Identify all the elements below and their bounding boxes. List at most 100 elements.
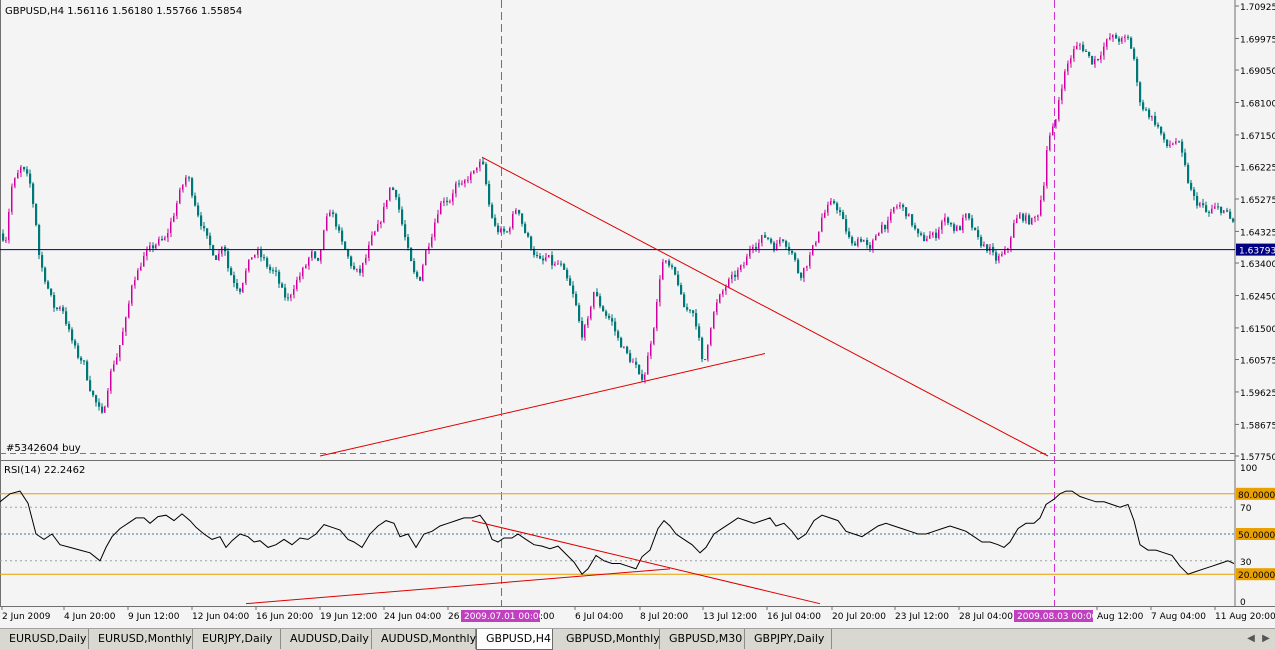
- candle: [1025, 212, 1027, 224]
- candle-body: [551, 255, 554, 266]
- candle-body: [1046, 149, 1048, 186]
- time-tick-label: 6 Jul 04:00: [575, 612, 624, 622]
- candle-body: [1025, 215, 1027, 221]
- time-tick-label: Aug 12:00: [1097, 612, 1144, 622]
- candle-body: [332, 212, 335, 214]
- candle-body: [1223, 210, 1225, 213]
- candle: [524, 221, 527, 234]
- candle: [1100, 51, 1102, 64]
- tab-eurusd-daily[interactable]: EURUSD,Daily: [0, 629, 89, 649]
- candle: [233, 271, 236, 288]
- tab-gbpusd-monthly[interactable]: GBPUSD,Monthly: [557, 629, 660, 649]
- candle-body: [338, 226, 341, 231]
- time-tick-label: :00: [540, 612, 555, 622]
- candle-body: [1136, 58, 1139, 83]
- order-label: #5342604 buy: [6, 443, 81, 454]
- candle: [791, 250, 794, 256]
- candle: [716, 299, 718, 316]
- candle-body: [533, 248, 536, 256]
- tab-eurjpy-daily[interactable]: EURJPY,Daily: [193, 629, 281, 649]
- candle-body: [1103, 46, 1105, 56]
- candle-body: [683, 294, 686, 308]
- candle: [929, 231, 931, 239]
- candle: [986, 243, 989, 253]
- candle: [599, 293, 602, 309]
- candle: [437, 209, 439, 224]
- candle: [746, 253, 748, 266]
- candle: [641, 369, 644, 382]
- time-tick-label: 9 Jun 12:00: [128, 612, 180, 622]
- trendlines: [0, 156, 1235, 457]
- candle-body: [1040, 199, 1042, 216]
- candle-body: [698, 326, 701, 338]
- candle: [584, 323, 586, 341]
- candle: [668, 258, 671, 268]
- candle-body: [116, 357, 118, 365]
- candle: [266, 256, 269, 269]
- candle: [332, 209, 335, 218]
- candle-body: [974, 227, 977, 231]
- candle: [530, 235, 533, 251]
- candle-body: [1169, 144, 1171, 147]
- time-tick-label: 16 Jun 20:00: [256, 612, 313, 622]
- candle: [440, 200, 442, 215]
- candle-body: [815, 242, 817, 246]
- candle: [773, 240, 776, 253]
- tab-eurusd-monthly[interactable]: EURUSD,Monthly: [89, 629, 193, 649]
- candle-body: [1043, 185, 1045, 200]
- candle-body: [800, 272, 803, 278]
- tab-scroll-left-icon[interactable]: ◀: [1247, 633, 1255, 644]
- candle-body: [56, 307, 59, 310]
- tab-gbpusd-m30[interactable]: GBPUSD,M30: [660, 629, 745, 649]
- candle-body: [926, 238, 928, 242]
- candle: [89, 375, 92, 392]
- candle-body: [524, 223, 527, 234]
- candle: [296, 276, 298, 292]
- candle-body: [1154, 115, 1157, 125]
- tab-scroll-right-icon[interactable]: ▶: [1262, 633, 1270, 644]
- candle-body: [320, 249, 322, 261]
- candle-body: [110, 370, 112, 391]
- candle: [833, 199, 836, 205]
- candle-body: [932, 232, 934, 236]
- chart-area[interactable]: 1.70925 1.69975 1.69050 1.68100 1.67150 1.662…: [0, 0, 1275, 628]
- candle-body: [398, 197, 401, 210]
- candle-body: [545, 257, 547, 261]
- candle-body: [515, 209, 517, 214]
- candle: [779, 237, 781, 247]
- candle: [377, 219, 379, 232]
- candle: [1085, 48, 1088, 53]
- rsi-trendline: [471, 520, 821, 605]
- candle-body: [125, 317, 127, 332]
- candle-body: [71, 329, 74, 341]
- tab-audusd-daily[interactable]: AUDUSD,Daily: [281, 629, 372, 649]
- candle: [887, 216, 889, 233]
- rsi-header: RSI(14) 22.2462: [4, 465, 85, 476]
- candle: [344, 241, 347, 250]
- tab-gbpjpy-daily[interactable]: GBPJPY,Daily: [745, 629, 832, 649]
- candle-body: [806, 266, 808, 268]
- candle-body: [74, 340, 77, 346]
- candle-body: [176, 203, 178, 216]
- candle-body: [161, 238, 164, 240]
- candle: [497, 222, 500, 235]
- tab-gbpusd-h4[interactable]: GBPUSD,H4: [476, 629, 553, 650]
- candle-body: [416, 272, 419, 277]
- candle-body: [1100, 55, 1102, 60]
- candle: [674, 266, 677, 276]
- candle-body: [569, 278, 572, 286]
- tab-audusd-monthly[interactable]: AUDUSD,Monthly: [372, 629, 476, 649]
- candle: [404, 219, 407, 241]
- candle-body: [164, 237, 166, 240]
- rsi-level-label: 50.0000: [1238, 531, 1275, 541]
- candle: [47, 279, 50, 290]
- time-tick-label: 11 Aug 20:00: [1215, 612, 1275, 622]
- candle-body: [335, 213, 338, 227]
- rsi-tick-label: 70: [1240, 504, 1252, 514]
- candle-body: [140, 266, 142, 271]
- rsi-level-label: 80.0000: [1238, 491, 1275, 501]
- candle: [98, 398, 101, 411]
- candle: [77, 342, 80, 360]
- candle: [518, 209, 521, 216]
- candle-body: [776, 243, 778, 251]
